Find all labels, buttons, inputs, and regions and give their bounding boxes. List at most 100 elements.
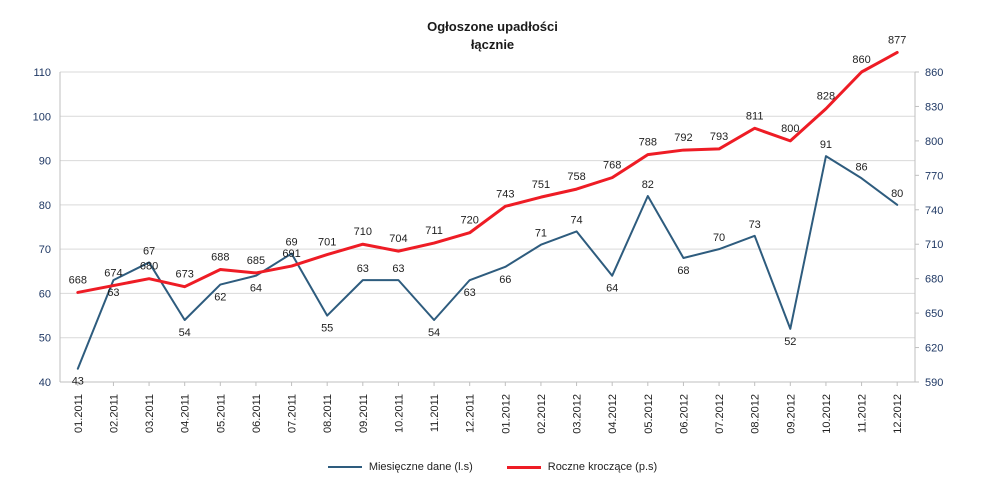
data-label-monthly: 66 bbox=[499, 274, 511, 286]
x-axis-label: 10.2012 bbox=[821, 394, 833, 434]
data-label-rolling: 680 bbox=[140, 261, 158, 273]
data-label-monthly: 43 bbox=[72, 376, 84, 388]
data-label-rolling: 674 bbox=[104, 268, 122, 280]
legend-item-monthly: Miesięczne dane (l.s) bbox=[327, 461, 473, 473]
right-axis-tick: 740 bbox=[925, 205, 943, 217]
data-label-rolling: 673 bbox=[176, 269, 194, 281]
data-label-monthly: 70 bbox=[713, 232, 725, 244]
x-axis-label: 05.2012 bbox=[643, 394, 655, 434]
x-axis-label: 07.2011 bbox=[287, 394, 299, 433]
data-label-rolling: 768 bbox=[603, 160, 621, 172]
data-label-rolling: 691 bbox=[282, 248, 300, 260]
series-line-rolling bbox=[76, 50, 899, 294]
x-axis-label: 09.2011 bbox=[358, 394, 370, 433]
data-label-rolling: 668 bbox=[69, 274, 87, 286]
data-label-monthly: 63 bbox=[464, 287, 476, 299]
x-axis-label: 05.2011 bbox=[215, 394, 227, 433]
legend-swatch-rolling bbox=[506, 465, 541, 469]
x-axis-label: 03.2012 bbox=[572, 394, 584, 434]
data-label-rolling: 811 bbox=[746, 110, 764, 122]
x-axis-label: 08.2011 bbox=[322, 394, 334, 433]
data-label-rolling: 793 bbox=[710, 131, 728, 143]
data-label-rolling: 860 bbox=[852, 54, 870, 66]
chart-title: Ogłoszone upadłości łącznie bbox=[0, 18, 985, 54]
x-axis-label: 04.2011 bbox=[180, 394, 192, 433]
left-axis-tick: 100 bbox=[33, 111, 51, 123]
data-label-rolling: 710 bbox=[354, 226, 372, 238]
data-label-monthly: 62 bbox=[214, 292, 226, 304]
x-axis-label: 08.2012 bbox=[750, 394, 762, 434]
chart-title-line1: Ogłoszone upadłości bbox=[427, 19, 558, 34]
x-axis-label: 06.2011 bbox=[251, 394, 263, 433]
chart-title-line2: łącznie bbox=[470, 37, 515, 52]
x-axis-label: 10.2011 bbox=[393, 394, 405, 433]
data-label-rolling: 788 bbox=[639, 137, 657, 149]
x-axis-label: 07.2012 bbox=[714, 394, 726, 434]
data-label-rolling: 800 bbox=[781, 123, 799, 135]
chart-legend: Miesięczne dane (l.s) Roczne kroczące (p… bbox=[0, 461, 985, 473]
left-axis-tick: 60 bbox=[39, 288, 51, 300]
data-label-monthly: 64 bbox=[250, 283, 262, 295]
right-axis-tick: 710 bbox=[925, 239, 943, 251]
series-line-monthly bbox=[76, 155, 899, 370]
x-axis-label: 04.2012 bbox=[607, 394, 619, 434]
x-axis-label: 01.2012 bbox=[500, 394, 512, 434]
data-label-monthly: 91 bbox=[820, 139, 832, 151]
left-axis-tick: 70 bbox=[39, 244, 51, 256]
data-label-monthly: 74 bbox=[570, 214, 582, 226]
data-label-rolling: 720 bbox=[461, 215, 479, 227]
data-label-rolling: 828 bbox=[817, 91, 835, 103]
data-label-monthly: 71 bbox=[535, 228, 547, 240]
data-label-rolling: 751 bbox=[532, 179, 550, 191]
x-axis-label: 02.2011 bbox=[108, 394, 120, 433]
x-axis-label: 11.2011 bbox=[429, 394, 441, 432]
legend-label-rolling: Roczne kroczące (p.s) bbox=[547, 461, 658, 473]
data-label-rolling: 704 bbox=[389, 233, 407, 245]
data-label-monthly: 63 bbox=[392, 263, 404, 275]
data-label-monthly: 63 bbox=[357, 263, 369, 275]
data-label-rolling: 688 bbox=[211, 251, 229, 263]
data-label-monthly: 52 bbox=[784, 336, 796, 348]
legend-swatch-monthly bbox=[327, 466, 362, 468]
data-label-monthly: 67 bbox=[143, 245, 155, 257]
x-axis-label: 03.2011 bbox=[144, 394, 156, 433]
x-axis-label: 12.2012 bbox=[892, 394, 904, 434]
right-axis-tick: 590 bbox=[925, 377, 943, 389]
x-axis-label: 01.2011 bbox=[73, 394, 85, 433]
right-axis-tick: 830 bbox=[925, 101, 943, 113]
data-label-monthly: 64 bbox=[606, 283, 618, 295]
right-axis-tick: 650 bbox=[925, 308, 943, 320]
left-axis-tick: 90 bbox=[39, 156, 51, 168]
left-axis-tick: 110 bbox=[33, 67, 51, 79]
x-axis-label: 06.2012 bbox=[678, 394, 690, 434]
data-label-rolling: 743 bbox=[496, 188, 514, 200]
legend-label-monthly: Miesięczne dane (l.s) bbox=[368, 461, 473, 473]
right-axis-tick: 770 bbox=[925, 170, 943, 182]
data-label-monthly: 63 bbox=[107, 287, 119, 299]
data-label-rolling: 758 bbox=[567, 171, 585, 183]
data-label-monthly: 80 bbox=[891, 188, 903, 200]
left-axis-tick: 50 bbox=[39, 333, 51, 345]
data-label-monthly: 68 bbox=[677, 265, 689, 277]
right-axis-tick: 680 bbox=[925, 274, 943, 286]
x-axis-label: 09.2012 bbox=[785, 394, 797, 434]
data-label-rolling: 877 bbox=[888, 34, 906, 46]
data-label-monthly: 54 bbox=[428, 327, 440, 339]
right-axis-tick: 800 bbox=[925, 136, 943, 148]
data-label-rolling: 685 bbox=[247, 255, 265, 267]
right-axis-tick: 860 bbox=[925, 67, 943, 79]
data-label-rolling: 701 bbox=[318, 237, 336, 249]
x-axis-label: 02.2012 bbox=[536, 394, 548, 434]
data-label-monthly: 73 bbox=[749, 219, 761, 231]
data-label-monthly: 86 bbox=[855, 161, 867, 173]
data-label-monthly: 54 bbox=[179, 327, 191, 339]
data-label-monthly: 69 bbox=[285, 237, 297, 249]
data-label-monthly: 55 bbox=[321, 323, 333, 335]
legend-item-rolling: Roczne kroczące (p.s) bbox=[506, 461, 658, 473]
data-label-rolling: 792 bbox=[674, 132, 692, 144]
data-label-monthly: 82 bbox=[642, 179, 654, 191]
left-axis-tick: 80 bbox=[39, 200, 51, 212]
right-axis-tick: 620 bbox=[925, 343, 943, 355]
